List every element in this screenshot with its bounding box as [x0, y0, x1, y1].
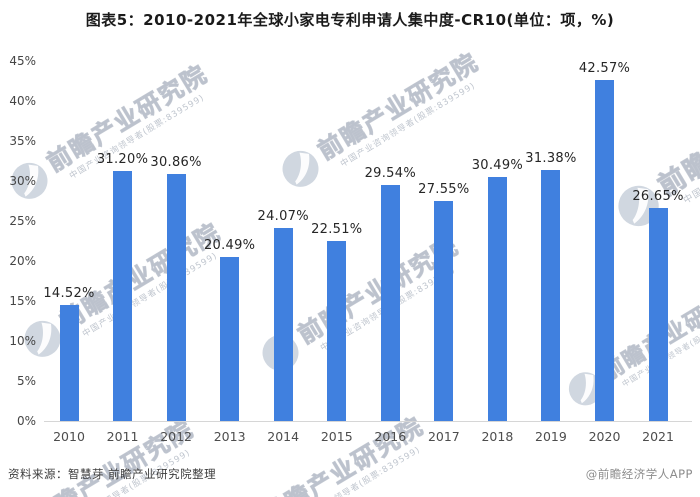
bar-value-label: 26.65%: [632, 188, 684, 204]
bar-value-label: 29.54%: [364, 165, 416, 181]
y-axis-tick-label: 35%: [9, 134, 36, 148]
bar-value-label: 27.55%: [418, 181, 470, 197]
y-axis-tick-label: 0%: [16, 414, 36, 428]
x-axis-tick-label: 2016: [374, 429, 407, 444]
x-axis-tick-label: 2019: [535, 429, 567, 444]
x-axis-line: [44, 421, 692, 422]
x-axis-tick-label: 2021: [642, 429, 674, 444]
bar: [327, 240, 347, 421]
y-axis-tick-label: 10%: [9, 334, 36, 348]
bar: [220, 257, 240, 421]
bar: [487, 177, 507, 421]
y-axis-tick-label: 40%: [9, 94, 36, 108]
y-axis-tick-label: 20%: [9, 254, 36, 268]
bar-value-label: 31.20%: [96, 152, 149, 168]
bar: [541, 169, 561, 421]
bar: [59, 304, 79, 421]
y-axis-tick-label: 15%: [9, 294, 36, 308]
bar-value-label: 42.57%: [578, 61, 631, 77]
y-axis-tick-label: 45%: [9, 54, 36, 68]
x-axis-tick-label: 2015: [320, 429, 353, 444]
bar: [273, 228, 293, 421]
bar: [166, 174, 186, 421]
chart-footer: 资料来源：智慧芽 前瞻产业研究院整理 @前瞻经济学人APP: [8, 466, 693, 482]
x-axis-tick-label: 2013: [213, 429, 246, 444]
bar-value-label: 20.49%: [203, 238, 256, 254]
bar-value-label: 31.38%: [525, 150, 577, 166]
chart-title: 图表5：2010-2021年全球小家电专利申请人集中度-CR10(单位：项，%): [85, 11, 615, 29]
bar-value-label: 30.49%: [471, 158, 524, 174]
bar: [113, 171, 133, 421]
y-axis-tick-label: 25%: [9, 214, 36, 228]
bar: [434, 200, 454, 421]
bar: [595, 80, 614, 421]
x-axis-tick-label: 2014: [267, 429, 300, 444]
x-axis-tick-label: 2018: [481, 429, 514, 444]
bar: [648, 207, 668, 421]
bar-value-label: 14.52%: [43, 285, 95, 301]
app-credit: @前瞻经济学人APP: [585, 467, 693, 481]
x-axis-tick-label: 2010: [53, 429, 85, 444]
x-axis-tick-label: 2012: [160, 429, 192, 444]
y-axis-tick-label: 5%: [16, 374, 36, 388]
bar-value-label: 30.86%: [150, 155, 202, 171]
x-axis-tick-label: 2020: [588, 429, 621, 444]
x-axis-tick-label: 2011: [106, 429, 139, 444]
bar-value-label: 24.07%: [257, 209, 309, 225]
x-axis-tick-label: 2017: [427, 429, 460, 444]
source-note: 资料来源：智慧芽 前瞻产业研究院整理: [8, 467, 217, 481]
bar: [380, 184, 400, 421]
y-axis-tick-label: 30%: [9, 174, 36, 188]
bar-value-label: 22.51%: [311, 221, 363, 237]
